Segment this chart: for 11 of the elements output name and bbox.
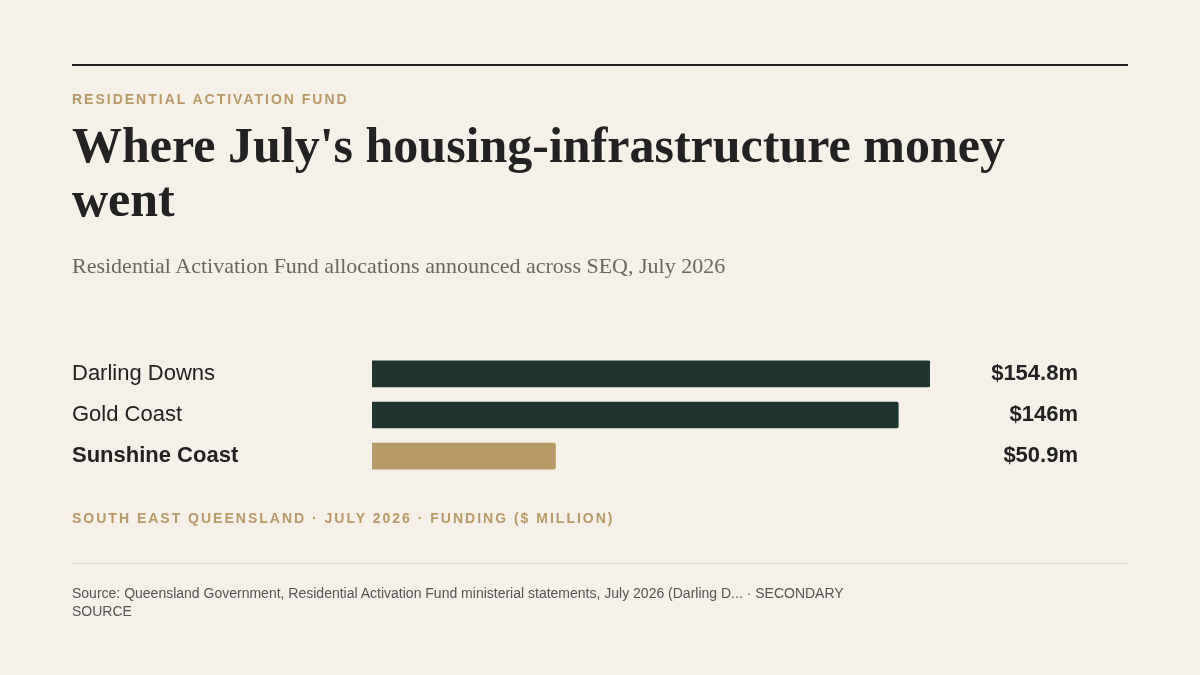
y-tick-label: Sunshine Coast [72,442,239,468]
x-axis-title: SOUTH EAST QUEENSLAND · JULY 2026 · FUNDING ($ MILLION) [72,510,615,526]
data-label: $50.9m [1003,442,1078,468]
y-tick-label: Darling Downs [72,359,216,385]
data-label: $146m [1009,401,1078,427]
data-label: $154.8m [991,359,1078,385]
y-tick-label: Gold Coast [72,401,183,427]
text: RESIDENTIAL ACTIVATION FUND [72,91,349,107]
chart-title: Where July's housing-infrastructure money went [72,117,1006,227]
chart-subtitle: Residential Activation Fund allocations announced across SEQ, July 2026 [72,253,726,279]
source-note: Source: Queensland Government, Residential Activation Fund ministerial statements, July 2026 (Darling D... · SECONDARY SOURCE [72,584,845,620]
